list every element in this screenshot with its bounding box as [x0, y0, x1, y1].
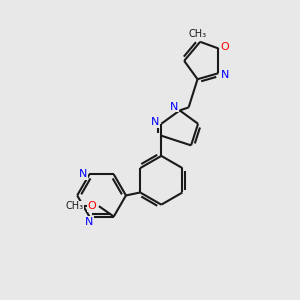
Text: CH₃: CH₃ [65, 201, 84, 211]
Text: CH₃: CH₃ [188, 29, 206, 39]
Text: N: N [151, 117, 159, 127]
Text: N: N [221, 70, 229, 80]
Text: O: O [220, 42, 229, 52]
Text: N: N [85, 217, 94, 227]
Text: O: O [87, 201, 96, 211]
Text: N: N [79, 169, 87, 179]
Text: N: N [170, 102, 178, 112]
